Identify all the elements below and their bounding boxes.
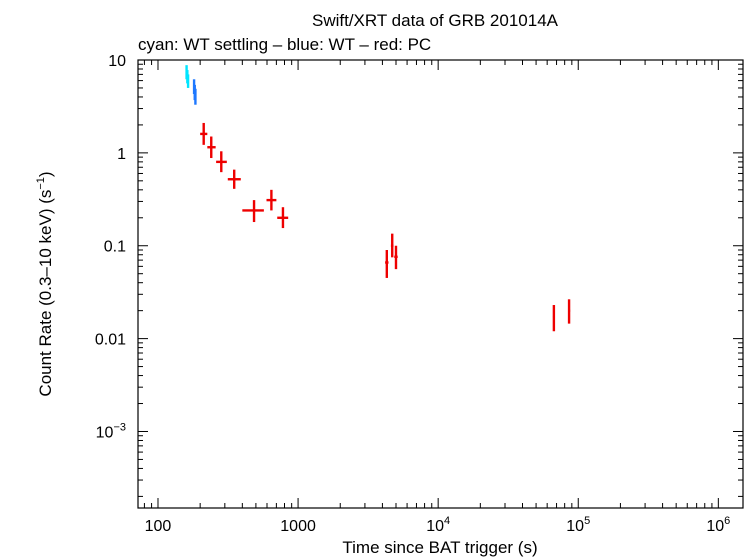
y-axis-label-end: ) (36, 171, 55, 177)
y-axis-label-main: Count Rate (0.3–10 keV) (s (36, 190, 55, 397)
y-tick-label-base: 10 (96, 424, 114, 441)
data-point (242, 200, 264, 223)
data-point (200, 122, 208, 145)
y-tick-label-base: 1 (117, 146, 126, 163)
y-tick-label-base: 0.01 (95, 332, 126, 349)
y-tick-label: 0.01 (95, 332, 126, 349)
x-tick-label-base: 1000 (280, 518, 316, 535)
x-axis-label: Time since BAT trigger (s) (342, 538, 537, 557)
chart-subtitle: cyan: WT settling – blue: WT – red: PC (138, 35, 431, 54)
x-tick-label: 1000 (280, 518, 316, 535)
x-tick-label: 106 (706, 515, 730, 535)
x-tick-label-base: 10 (566, 518, 584, 535)
data-point (227, 169, 241, 189)
x-tick-label: 104 (426, 515, 450, 535)
x-tick-label-base: 100 (145, 518, 172, 535)
y-tick-label-base: 10 (108, 53, 126, 70)
y-tick-label: 10 (108, 53, 126, 70)
data-point (216, 151, 227, 173)
x-tick-label-sup: 5 (584, 515, 590, 527)
data-point (277, 207, 289, 229)
data-point (390, 233, 394, 258)
y-tick-label-sup: −3 (113, 421, 126, 433)
x-tick-label: 100 (145, 518, 172, 535)
y-tick-label-base: 0.1 (104, 239, 126, 256)
data-point (394, 245, 398, 270)
data-point (552, 305, 556, 332)
y-axis-label-sup: −1 (35, 177, 47, 190)
data-point (567, 299, 571, 324)
data-points (185, 65, 571, 332)
data-point (385, 249, 389, 278)
axis-ticks (138, 59, 743, 508)
x-tick-label-base: 10 (706, 518, 724, 535)
x-tick-label-sup: 4 (444, 515, 450, 527)
chart-title: Swift/XRT data of GRB 201014A (312, 11, 559, 30)
y-tick-label: 10−3 (96, 421, 126, 441)
y-axis-label: Count Rate (0.3–10 keV) (s−1) (35, 171, 55, 396)
plot-frame (137, 59, 744, 509)
data-point (266, 189, 277, 211)
y-tick-label: 0.1 (104, 239, 126, 256)
x-tick-label-base: 10 (426, 518, 444, 535)
y-tick-label: 1 (117, 146, 126, 163)
x-tick-labels: 100 1000 104 105 106 (145, 515, 731, 535)
data-point (207, 136, 216, 159)
data-point (186, 74, 190, 88)
x-tick-label: 105 (566, 515, 590, 535)
data-point (194, 88, 197, 105)
x-tick-label-sup: 6 (724, 515, 730, 527)
